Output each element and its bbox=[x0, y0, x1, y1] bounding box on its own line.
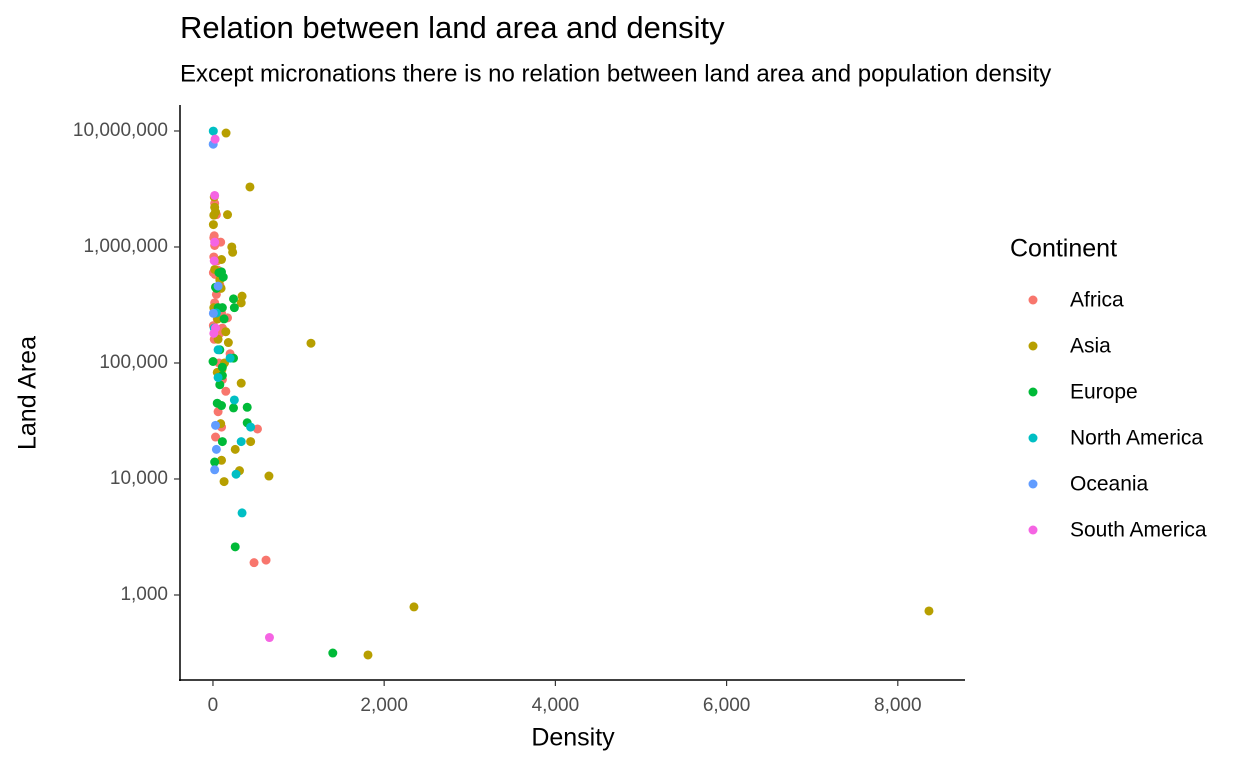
point bbox=[242, 402, 252, 412]
point bbox=[221, 327, 231, 337]
point bbox=[213, 281, 223, 291]
point bbox=[223, 338, 233, 348]
legend-title: Continent bbox=[1010, 235, 1117, 263]
legend-label: Oceania bbox=[1070, 473, 1149, 496]
x-tick-label: 2,000 bbox=[360, 695, 408, 716]
point bbox=[229, 303, 239, 313]
chart-subtitle: Except micronations there is no relation… bbox=[180, 60, 1051, 87]
point bbox=[217, 362, 227, 372]
point bbox=[219, 477, 229, 487]
point bbox=[261, 555, 271, 565]
point bbox=[306, 338, 316, 348]
y-axis-label: Land Area bbox=[14, 336, 42, 450]
legend-label: North America bbox=[1070, 427, 1203, 450]
point bbox=[237, 508, 247, 518]
point bbox=[208, 308, 218, 318]
point bbox=[210, 457, 220, 467]
legend-swatch bbox=[1028, 433, 1038, 443]
point bbox=[211, 432, 221, 442]
point bbox=[409, 602, 419, 612]
point bbox=[328, 648, 338, 658]
point bbox=[237, 291, 247, 301]
point bbox=[213, 345, 223, 355]
legend-swatch bbox=[1028, 295, 1038, 305]
point bbox=[230, 542, 240, 552]
point bbox=[246, 422, 256, 432]
x-tick-label: 0 bbox=[208, 695, 219, 716]
point bbox=[252, 424, 262, 434]
y-tick-label: 10,000,000 bbox=[73, 120, 168, 141]
point bbox=[217, 255, 227, 265]
point bbox=[211, 323, 221, 333]
point bbox=[217, 455, 227, 465]
y-tick-label: 1,000 bbox=[120, 584, 168, 605]
legend-label: Africa bbox=[1070, 289, 1124, 312]
legend-label: Asia bbox=[1070, 335, 1111, 358]
x-tick-label: 6,000 bbox=[703, 695, 751, 716]
legend-label: Europe bbox=[1070, 381, 1138, 404]
point bbox=[245, 182, 255, 192]
point bbox=[924, 606, 934, 616]
y-tick-label: 100,000 bbox=[99, 352, 168, 373]
point bbox=[227, 242, 237, 252]
point bbox=[236, 378, 246, 388]
y-tick-label: 10,000 bbox=[110, 468, 168, 489]
point bbox=[229, 395, 239, 405]
point bbox=[208, 220, 218, 230]
legend-swatch bbox=[1028, 525, 1038, 535]
point bbox=[209, 210, 219, 220]
point bbox=[215, 380, 225, 390]
point bbox=[219, 314, 229, 324]
point bbox=[223, 210, 233, 220]
x-axis-label: Density bbox=[531, 724, 615, 752]
x-tick-label: 8,000 bbox=[874, 695, 922, 716]
point bbox=[213, 372, 223, 382]
point bbox=[211, 444, 221, 454]
point bbox=[210, 134, 220, 144]
point bbox=[211, 420, 221, 430]
point bbox=[246, 437, 256, 447]
point bbox=[210, 465, 220, 475]
point bbox=[225, 353, 235, 363]
point bbox=[221, 128, 231, 138]
point bbox=[229, 294, 239, 304]
point bbox=[264, 471, 274, 481]
point bbox=[208, 126, 218, 136]
point bbox=[209, 256, 219, 266]
legend-swatch bbox=[1028, 479, 1038, 489]
point bbox=[264, 633, 274, 643]
legend-swatch bbox=[1028, 341, 1038, 351]
point bbox=[231, 469, 241, 479]
point bbox=[236, 437, 246, 447]
point bbox=[230, 444, 240, 454]
point bbox=[210, 190, 220, 200]
chart-title: Relation between land area and density bbox=[180, 10, 725, 45]
point bbox=[229, 403, 239, 413]
point bbox=[217, 437, 227, 447]
point bbox=[363, 650, 373, 660]
point bbox=[208, 356, 218, 366]
y-tick-label: 1,000,000 bbox=[83, 236, 168, 257]
point bbox=[217, 267, 227, 277]
point bbox=[249, 558, 259, 568]
point bbox=[221, 386, 231, 396]
legend-swatch bbox=[1028, 387, 1038, 397]
legend-label: South America bbox=[1070, 519, 1207, 542]
point bbox=[217, 401, 227, 411]
point bbox=[236, 298, 246, 308]
x-tick-label: 4,000 bbox=[532, 695, 580, 716]
point bbox=[210, 237, 220, 247]
